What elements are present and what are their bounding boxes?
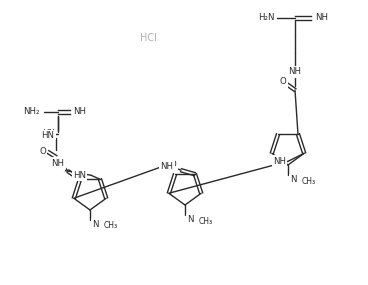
Text: NH: NH <box>160 162 173 171</box>
Text: O: O <box>170 160 176 169</box>
Text: CH₃: CH₃ <box>104 221 118 231</box>
Text: NH: NH <box>273 157 286 166</box>
Text: NH: NH <box>289 68 301 76</box>
Text: NH₂: NH₂ <box>24 107 40 117</box>
Text: NH: NH <box>315 13 328 23</box>
Text: O: O <box>39 148 46 156</box>
Text: CH₃: CH₃ <box>199 217 213 225</box>
Text: HN: HN <box>42 129 55 139</box>
Text: N: N <box>187 215 194 224</box>
Text: HCl: HCl <box>139 33 156 43</box>
Text: HN: HN <box>73 171 86 180</box>
Text: NH: NH <box>52 159 64 168</box>
Text: NH: NH <box>73 107 86 117</box>
Text: N: N <box>290 175 297 184</box>
Text: N: N <box>92 220 99 229</box>
Text: HN: HN <box>41 131 54 141</box>
Text: H₂N: H₂N <box>258 13 275 23</box>
Text: O: O <box>280 78 286 87</box>
Text: O: O <box>57 161 63 170</box>
Text: O: O <box>280 78 286 87</box>
Text: CH₃: CH₃ <box>302 176 316 186</box>
